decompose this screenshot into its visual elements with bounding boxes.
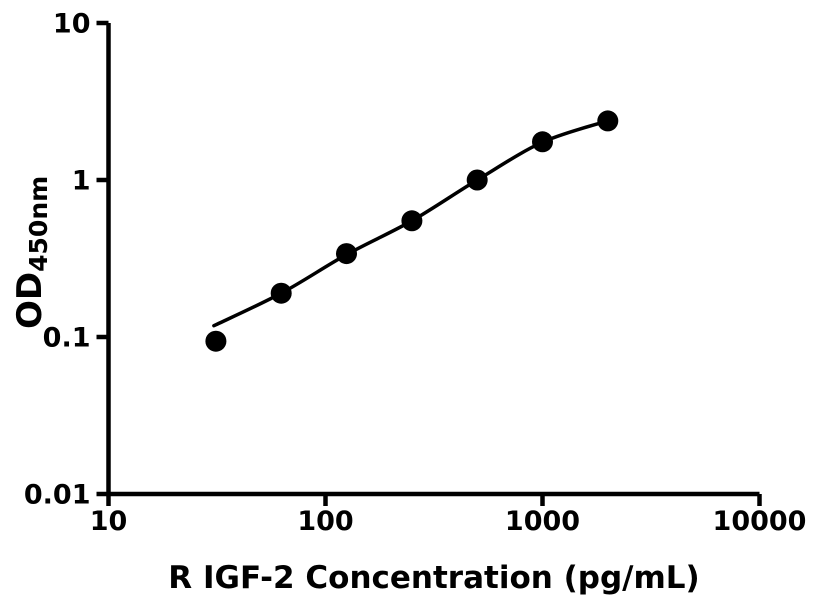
y-tick-label: 0.01 [24,480,91,511]
x-axis-title: R IGF-2 Concentration (pg/mL) [168,560,699,596]
data-layer [205,110,619,352]
axis-spines [106,23,760,497]
x-tick-label: 100 [297,506,353,537]
axes-layer [106,23,760,497]
data-point [597,110,619,132]
data-point [205,330,227,352]
y-tick-label: 0.1 [43,323,91,354]
x-tick-label: 10000 [713,506,807,537]
y-axis-title-main-text: OD [10,272,50,329]
y-tick-label: 1 [72,166,91,197]
data-point [401,210,423,232]
data-point [466,169,488,191]
y-tick-label: 10 [53,9,91,40]
y-axis-title: OD450nm [10,176,53,329]
x-tick-label: 10 [90,506,128,537]
data-point [336,243,357,265]
y-axis-title-subscript: 450nm [24,176,53,272]
x-tick-label: 1000 [505,506,580,537]
data-point [532,131,553,153]
data-point [270,282,292,304]
